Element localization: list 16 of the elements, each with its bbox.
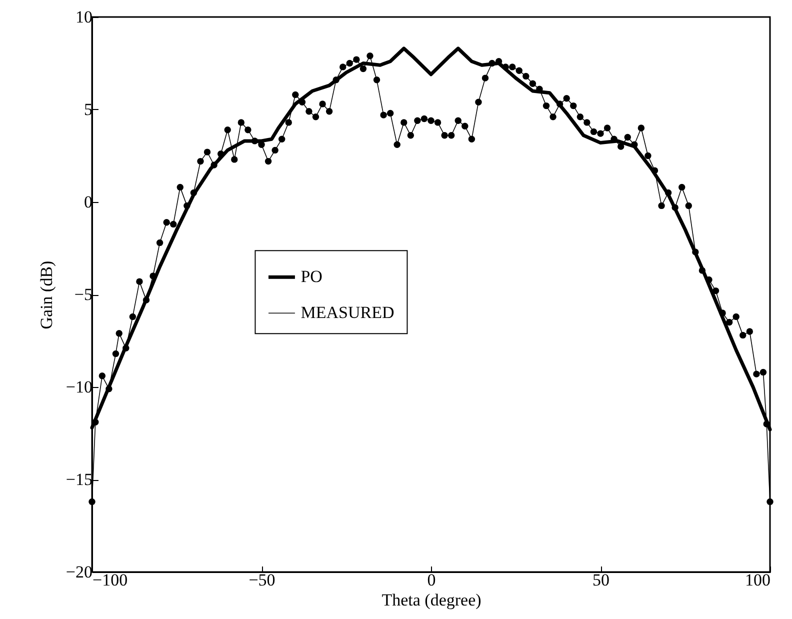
x-tick-label: 50 [592,570,610,590]
y-tick-label: 0 [84,192,92,212]
y-axis-title: Gain (dB) [36,260,56,330]
y-tick-label: 10 [76,8,92,26]
x-tick-label: −100 [92,570,128,590]
legend-label: MEASURED [300,303,394,322]
y-tick-label: −10 [66,378,92,396]
x-tick-label: 100 [745,570,770,590]
y-tick-label: 5 [84,100,92,119]
x-axis-title: Theta (degree) [382,590,482,610]
y-tick-label: −5 [74,285,92,304]
legend-label: PO [300,267,322,286]
y-tick-label: −15 [66,470,92,489]
y-tick-label: −20 [66,562,92,582]
x-tick-label: 0 [427,570,436,590]
x-tick-label: −50 [248,570,276,590]
